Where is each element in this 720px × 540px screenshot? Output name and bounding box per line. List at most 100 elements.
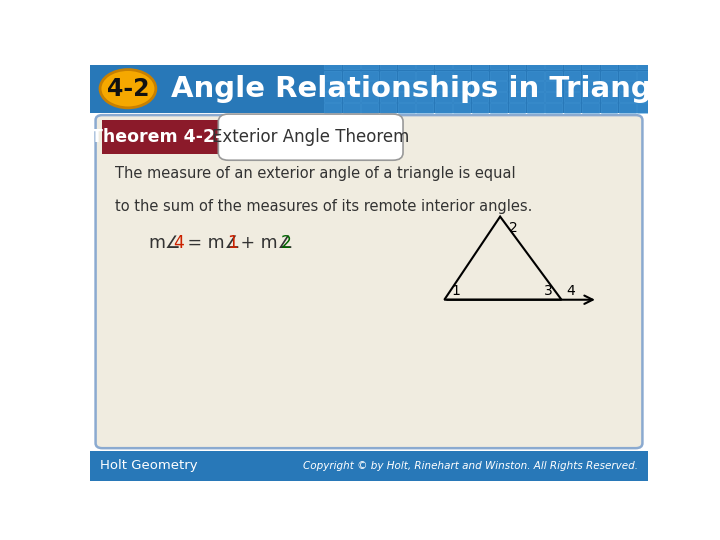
Bar [343,60,359,69]
FancyBboxPatch shape [96,115,642,448]
Bar [361,92,378,102]
Bar [619,60,636,69]
Text: 1: 1 [227,234,238,252]
Bar [545,92,562,102]
Bar [343,82,359,91]
Text: m∠: m∠ [148,234,181,252]
Bar [637,71,654,80]
Text: 2: 2 [508,221,517,235]
Bar [545,82,562,91]
Bar [324,92,341,102]
Text: + m∠: + m∠ [235,234,294,252]
Bar [324,103,341,113]
Bar [454,82,470,91]
Bar [324,71,341,80]
Bar [508,92,526,102]
Bar [545,103,562,113]
Text: to the sum of the measures of its remote interior angles.: to the sum of the measures of its remote… [114,199,532,214]
Bar [472,60,488,69]
Bar [398,60,415,69]
Bar [508,60,526,69]
Text: The measure of an exterior angle of a triangle is equal: The measure of an exterior angle of a tr… [114,166,516,181]
Bar [600,92,617,102]
Bar [508,82,526,91]
FancyBboxPatch shape [218,114,403,160]
Text: 2: 2 [281,234,292,252]
Bar [490,82,507,91]
Bar [527,60,544,69]
Bar [637,103,654,113]
Bar [490,103,507,113]
Bar [472,92,488,102]
Bar [416,103,433,113]
Bar [582,103,599,113]
Bar [545,71,562,80]
Bar [527,82,544,91]
Text: Angle Relationships in Triangles: Angle Relationships in Triangles [171,75,699,103]
Bar [435,71,451,80]
Text: Exterior Angle Theorem: Exterior Angle Theorem [212,128,410,146]
Bar [324,82,341,91]
Bar [379,103,396,113]
Bar [564,103,580,113]
Text: Theorem 4-2-4: Theorem 4-2-4 [91,128,235,146]
Bar [435,60,451,69]
Bar [435,82,451,91]
Bar [619,103,636,113]
Bar [490,71,507,80]
FancyBboxPatch shape [90,451,648,481]
Bar [454,92,470,102]
Bar [361,82,378,91]
Bar [435,92,451,102]
Bar [472,71,488,80]
Bar [416,82,433,91]
Bar [324,60,341,69]
Bar [416,92,433,102]
Bar [379,92,396,102]
Bar [361,71,378,80]
Bar [379,60,396,69]
Bar [637,82,654,91]
Bar [582,92,599,102]
Bar [600,82,617,91]
FancyBboxPatch shape [102,120,224,154]
Bar [527,92,544,102]
Bar [472,82,488,91]
Bar [490,60,507,69]
Bar [490,92,507,102]
Bar [582,82,599,91]
Bar [343,103,359,113]
Bar [582,71,599,80]
Bar [527,71,544,80]
Text: 4: 4 [174,234,184,252]
Bar [508,71,526,80]
Bar [600,103,617,113]
Bar [619,71,636,80]
Bar [454,103,470,113]
Text: 4: 4 [566,284,575,298]
Bar [600,60,617,69]
Bar [564,82,580,91]
Text: Copyright © by Holt, Rinehart and Winston. All Rights Reserved.: Copyright © by Holt, Rinehart and Winsto… [303,461,638,471]
Bar [564,71,580,80]
Bar [398,82,415,91]
Bar [600,71,617,80]
Bar [582,60,599,69]
Text: = m∠: = m∠ [181,234,240,252]
Bar [637,92,654,102]
Bar [472,103,488,113]
Text: Holt Geometry: Holt Geometry [100,459,198,472]
Bar [379,82,396,91]
Bar [416,71,433,80]
Bar [343,92,359,102]
Ellipse shape [100,70,156,108]
Bar [398,92,415,102]
Text: 1: 1 [451,284,460,298]
Bar [545,60,562,69]
Bar [398,103,415,113]
Bar [619,82,636,91]
Bar [379,71,396,80]
Text: 4-2: 4-2 [107,77,149,100]
Bar [361,60,378,69]
Bar [343,71,359,80]
